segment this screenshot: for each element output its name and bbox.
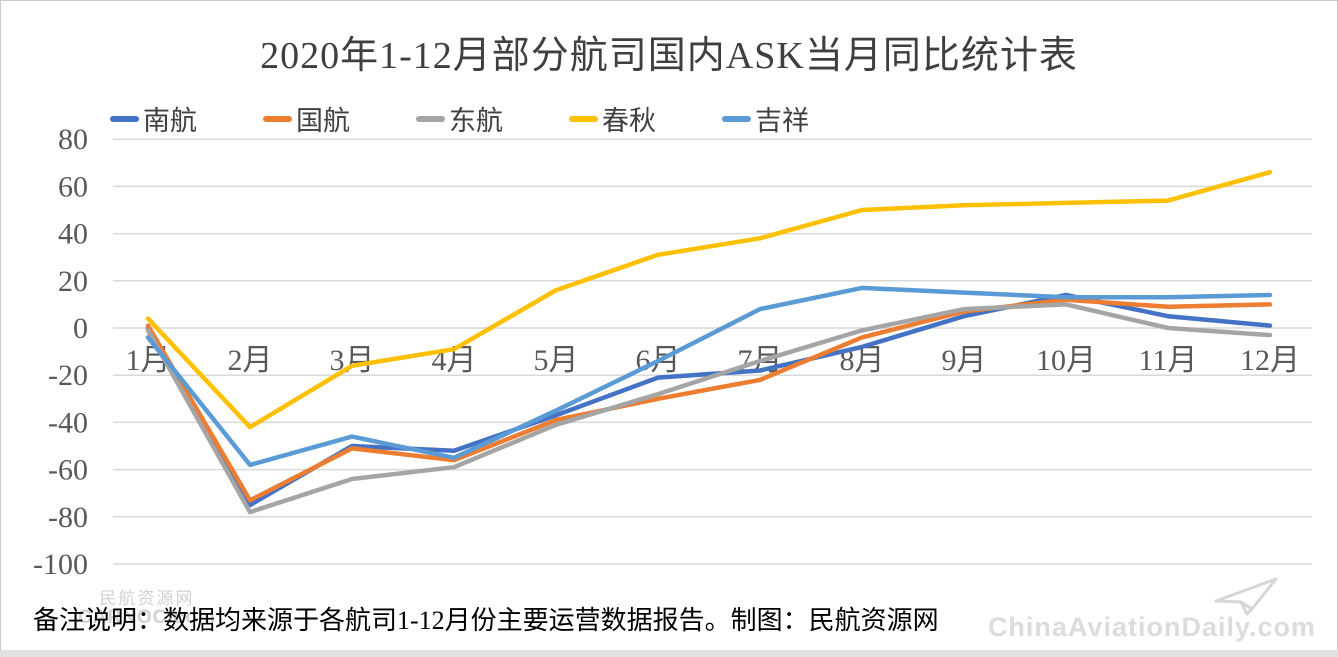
x-tick-label: 3月: [330, 344, 375, 377]
y-tick-label: 20: [58, 265, 88, 298]
carnoc-watermark: 民航资源网 CARNOC.com: [78, 590, 216, 628]
x-tick-label: 5月: [534, 344, 579, 377]
y-tick-label: -20: [48, 359, 88, 392]
legend-swatch: [569, 115, 598, 122]
y-tick-label: 80: [58, 123, 88, 156]
series-南航: [145, 292, 1273, 508]
legend-swatch: [263, 115, 292, 122]
y-tick-label: 60: [58, 170, 88, 203]
bottom-strip: [0, 650, 1338, 657]
legend-swatch: [110, 115, 139, 122]
carnoc-watermark-en: CARNOC.com: [78, 606, 216, 628]
legend-label: 国航: [296, 106, 350, 136]
chart-title: 2020年1-12月部分航司国内ASK当月同比统计表: [260, 35, 1078, 77]
y-tick-label: -100: [33, 548, 88, 581]
series-春秋: [145, 169, 1273, 430]
carnoc-watermark-cn: 民航资源网: [99, 589, 195, 608]
paper-plane-icon: [1214, 577, 1278, 616]
x-tick-label: 9月: [942, 344, 987, 377]
legend-swatch: [722, 115, 751, 122]
x-tick-label: 2月: [228, 344, 273, 377]
x-tick-label: 12月: [1240, 344, 1300, 377]
legend-item-南航: 南航: [110, 99, 197, 138]
y-tick-label: 0: [73, 312, 88, 345]
x-tick-label: 11月: [1139, 344, 1198, 377]
series-国航: [145, 297, 1273, 503]
y-tick-label: -80: [48, 501, 88, 534]
legend-item-东航: 东航: [416, 99, 503, 138]
series-吉祥: [145, 285, 1273, 468]
footnote: 备注说明：数据均来源于各航司1-12月份主要运营数据报告。制图：民航资源网: [33, 606, 939, 635]
legend-item-春秋: 春秋: [569, 99, 656, 138]
legend-item-国航: 国航: [263, 99, 350, 138]
series-东航: [145, 302, 1273, 515]
y-tick-label: -60: [48, 454, 88, 487]
x-tick-label: 10月: [1036, 344, 1096, 377]
y-tick-label: -40: [48, 406, 88, 439]
legend-item-吉祥: 吉祥: [722, 99, 809, 138]
legend-label: 春秋: [602, 106, 656, 136]
chart-legend: 南航 国航 东航 春秋 吉祥: [110, 99, 875, 138]
legend-label: 南航: [143, 106, 197, 136]
legend-label: 东航: [449, 106, 503, 136]
legend-label: 吉祥: [755, 106, 809, 136]
y-tick-label: 40: [58, 218, 88, 251]
legend-swatch: [416, 115, 445, 122]
chinaaviationdaily-watermark: ChinaAviationDaily.com: [987, 612, 1316, 642]
